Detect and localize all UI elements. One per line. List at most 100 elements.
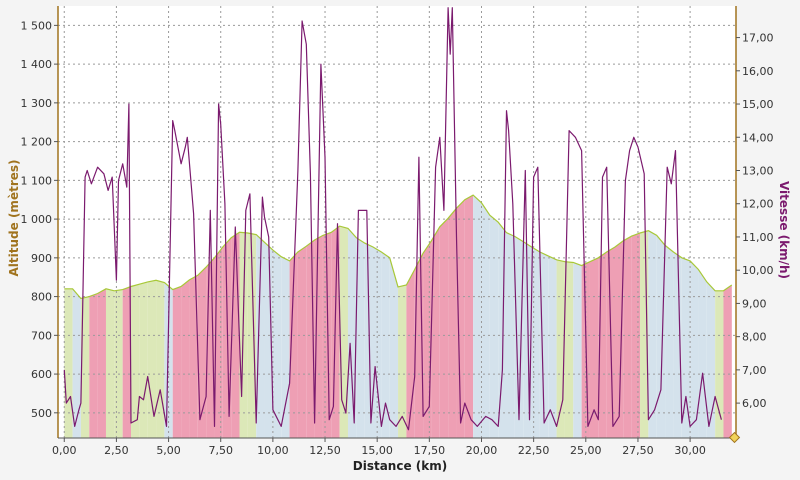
slope-segment [564, 261, 574, 438]
right-tick-label: 8,00 [742, 331, 767, 344]
x-tick-label: 5,00 [156, 444, 181, 457]
expand-handle[interactable] [728, 431, 741, 444]
slope-segment [89, 293, 98, 438]
right-tick-label: 15,00 [742, 98, 774, 111]
x-axis-title: Distance (km) [353, 459, 447, 473]
slope-segment [247, 233, 257, 438]
slope-segment [64, 288, 73, 438]
x-tick-label: 10,00 [257, 444, 289, 457]
slope-segment [573, 262, 582, 438]
slope-segment [381, 252, 390, 438]
left-tick-label: 800 [31, 291, 52, 304]
slope-segment [481, 202, 490, 438]
right-tick-label: 17,00 [742, 32, 774, 45]
right-axis-title: Vitesse (km/h) [777, 181, 791, 279]
slope-segment [548, 255, 557, 438]
left-tick-label: 700 [31, 329, 52, 342]
slope-segment [423, 240, 432, 438]
right-tick-label: 9,00 [742, 297, 767, 310]
left-tick-label: 1 400 [21, 58, 53, 71]
slope-segment [439, 218, 449, 438]
right-axis-ticks: 6,00 7,00 8,00 9,00 10,00 11,00 12,00 13,00 14,0… [736, 32, 774, 410]
axes [57, 6, 737, 439]
slope-segment [656, 235, 666, 438]
slope-segment [72, 288, 81, 438]
slope-segment [648, 230, 657, 438]
slope-segment [690, 260, 699, 438]
x-tick-label: 15,00 [361, 444, 393, 457]
slope-segment [122, 286, 132, 438]
slope-segment [80, 296, 90, 438]
slope-segment [272, 250, 282, 438]
left-tick-label: 900 [31, 252, 52, 265]
x-tick-label: 7,50 [208, 444, 233, 457]
slope-segment [531, 246, 540, 438]
right-tick-label: 14,00 [742, 131, 774, 144]
x-axis-ticks: 0,00 2,50 5,00 7,50 10,00 12,50 15,00 17,50 20,0… [52, 438, 706, 457]
slope-segment [97, 288, 106, 438]
x-tick-label: 2,50 [104, 444, 129, 457]
expand-handle-icon[interactable] [728, 431, 741, 444]
slope-segment [139, 281, 148, 438]
slope-segment [715, 290, 724, 438]
slope-segment [181, 279, 190, 438]
left-tick-label: 500 [31, 407, 52, 420]
x-tick-label: 0,00 [52, 444, 77, 457]
left-tick-label: 600 [31, 368, 52, 381]
x-tick-label: 17,50 [414, 444, 446, 457]
left-tick-label: 1 000 [21, 213, 53, 226]
grid-lines [58, 6, 736, 438]
slope-segment [723, 284, 732, 438]
slope-segment [281, 256, 290, 438]
slope-segment [706, 281, 716, 438]
slope-segment [347, 228, 357, 438]
right-tick-label: 12,00 [742, 198, 774, 211]
slope-segment [514, 236, 524, 438]
slope-segment [389, 257, 399, 438]
slope-segment [539, 252, 549, 438]
slope-segment [131, 284, 140, 438]
slope-segment [256, 234, 265, 438]
slope-segment [665, 245, 674, 438]
left-axis-ticks: 500 600 700 800 900 1 000 1 100 1 200 1 300 1 400… [21, 19, 58, 420]
speed-line [63, 7, 722, 431]
slope-segment [615, 240, 624, 438]
slope-segment [464, 195, 474, 438]
left-tick-label: 1 200 [21, 136, 53, 149]
slope-segment [623, 236, 632, 438]
slope-segment [398, 284, 407, 438]
left-tick-label: 1 100 [21, 174, 53, 187]
slope-segment [589, 257, 599, 438]
slope-segment [506, 232, 515, 438]
x-tick-label: 25,00 [570, 444, 602, 457]
x-tick-label: 30,00 [674, 444, 706, 457]
slope-segment [489, 215, 499, 438]
x-tick-label: 22,50 [518, 444, 550, 457]
slope-segment [172, 286, 182, 438]
slope-segment [448, 208, 457, 438]
right-tick-label: 16,00 [742, 65, 774, 78]
slope-segment [297, 246, 307, 438]
slope-segment [456, 199, 465, 438]
slope-segment [197, 267, 207, 438]
slope-segment [681, 257, 691, 438]
slope-segment [473, 195, 482, 438]
left-tick-label: 1 300 [21, 97, 53, 110]
slope-segment [289, 252, 298, 438]
slope-segment [431, 226, 440, 438]
left-axis-title: Altitude (mètres) [7, 160, 21, 277]
slope-segment [114, 289, 123, 438]
slope-segment [156, 280, 165, 438]
right-tick-label: 13,00 [742, 164, 774, 177]
slope-segment [673, 252, 682, 438]
slope-segment [147, 280, 157, 438]
slope-segment [189, 275, 198, 438]
right-tick-label: 11,00 [742, 231, 774, 244]
x-tick-label: 27,50 [622, 444, 654, 457]
left-tick-label: 1 500 [21, 19, 53, 32]
right-tick-label: 6,00 [742, 397, 767, 410]
x-tick-label: 12,50 [309, 444, 341, 457]
right-tick-label: 10,00 [742, 264, 774, 277]
altitude-line [64, 194, 733, 300]
